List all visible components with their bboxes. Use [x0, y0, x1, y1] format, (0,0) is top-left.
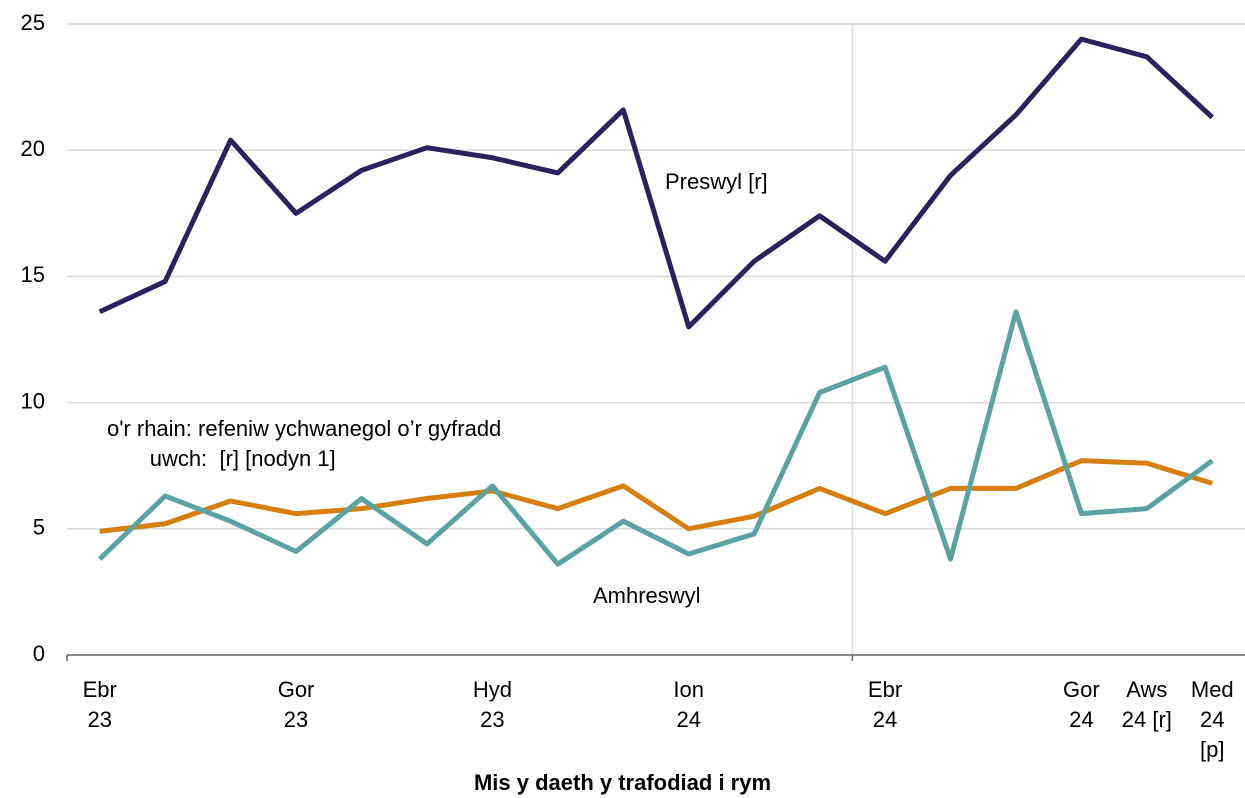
series-label: Preswyl [r] [665, 169, 768, 194]
x-tick-label: Hyd 23 [472, 677, 512, 732]
y-tick-label: 0 [33, 641, 45, 666]
x-tick-label: Ebr 23 [82, 677, 117, 732]
series-label: Amhreswyl [593, 583, 701, 608]
series-line [97, 309, 1214, 567]
series-label: o'r rhain: refeniw ychwanegol o’r gyfrad… [107, 416, 502, 471]
x-tick-label: Gor 24 [1063, 677, 1100, 732]
y-tick-label: 15 [21, 262, 45, 287]
x-axis-title: Mis y daeth y trafodiad i rym [473, 770, 772, 795]
x-tick-label: Aws 24 [r] [1121, 677, 1172, 732]
x-tick-label: Med 24 [p] [1190, 677, 1234, 762]
x-tick-label: Ion 24 [673, 677, 705, 732]
y-tick-label: 5 [33, 515, 45, 540]
y-tick-label: 25 [21, 10, 45, 35]
x-tick-label: Gor 23 [277, 677, 315, 732]
series-line [98, 36, 1214, 330]
x-tick-label: Ebr 24 [867, 677, 903, 732]
y-tick-label: 20 [21, 136, 45, 161]
y-tick-label: 10 [21, 388, 45, 413]
series-line [99, 458, 1214, 534]
